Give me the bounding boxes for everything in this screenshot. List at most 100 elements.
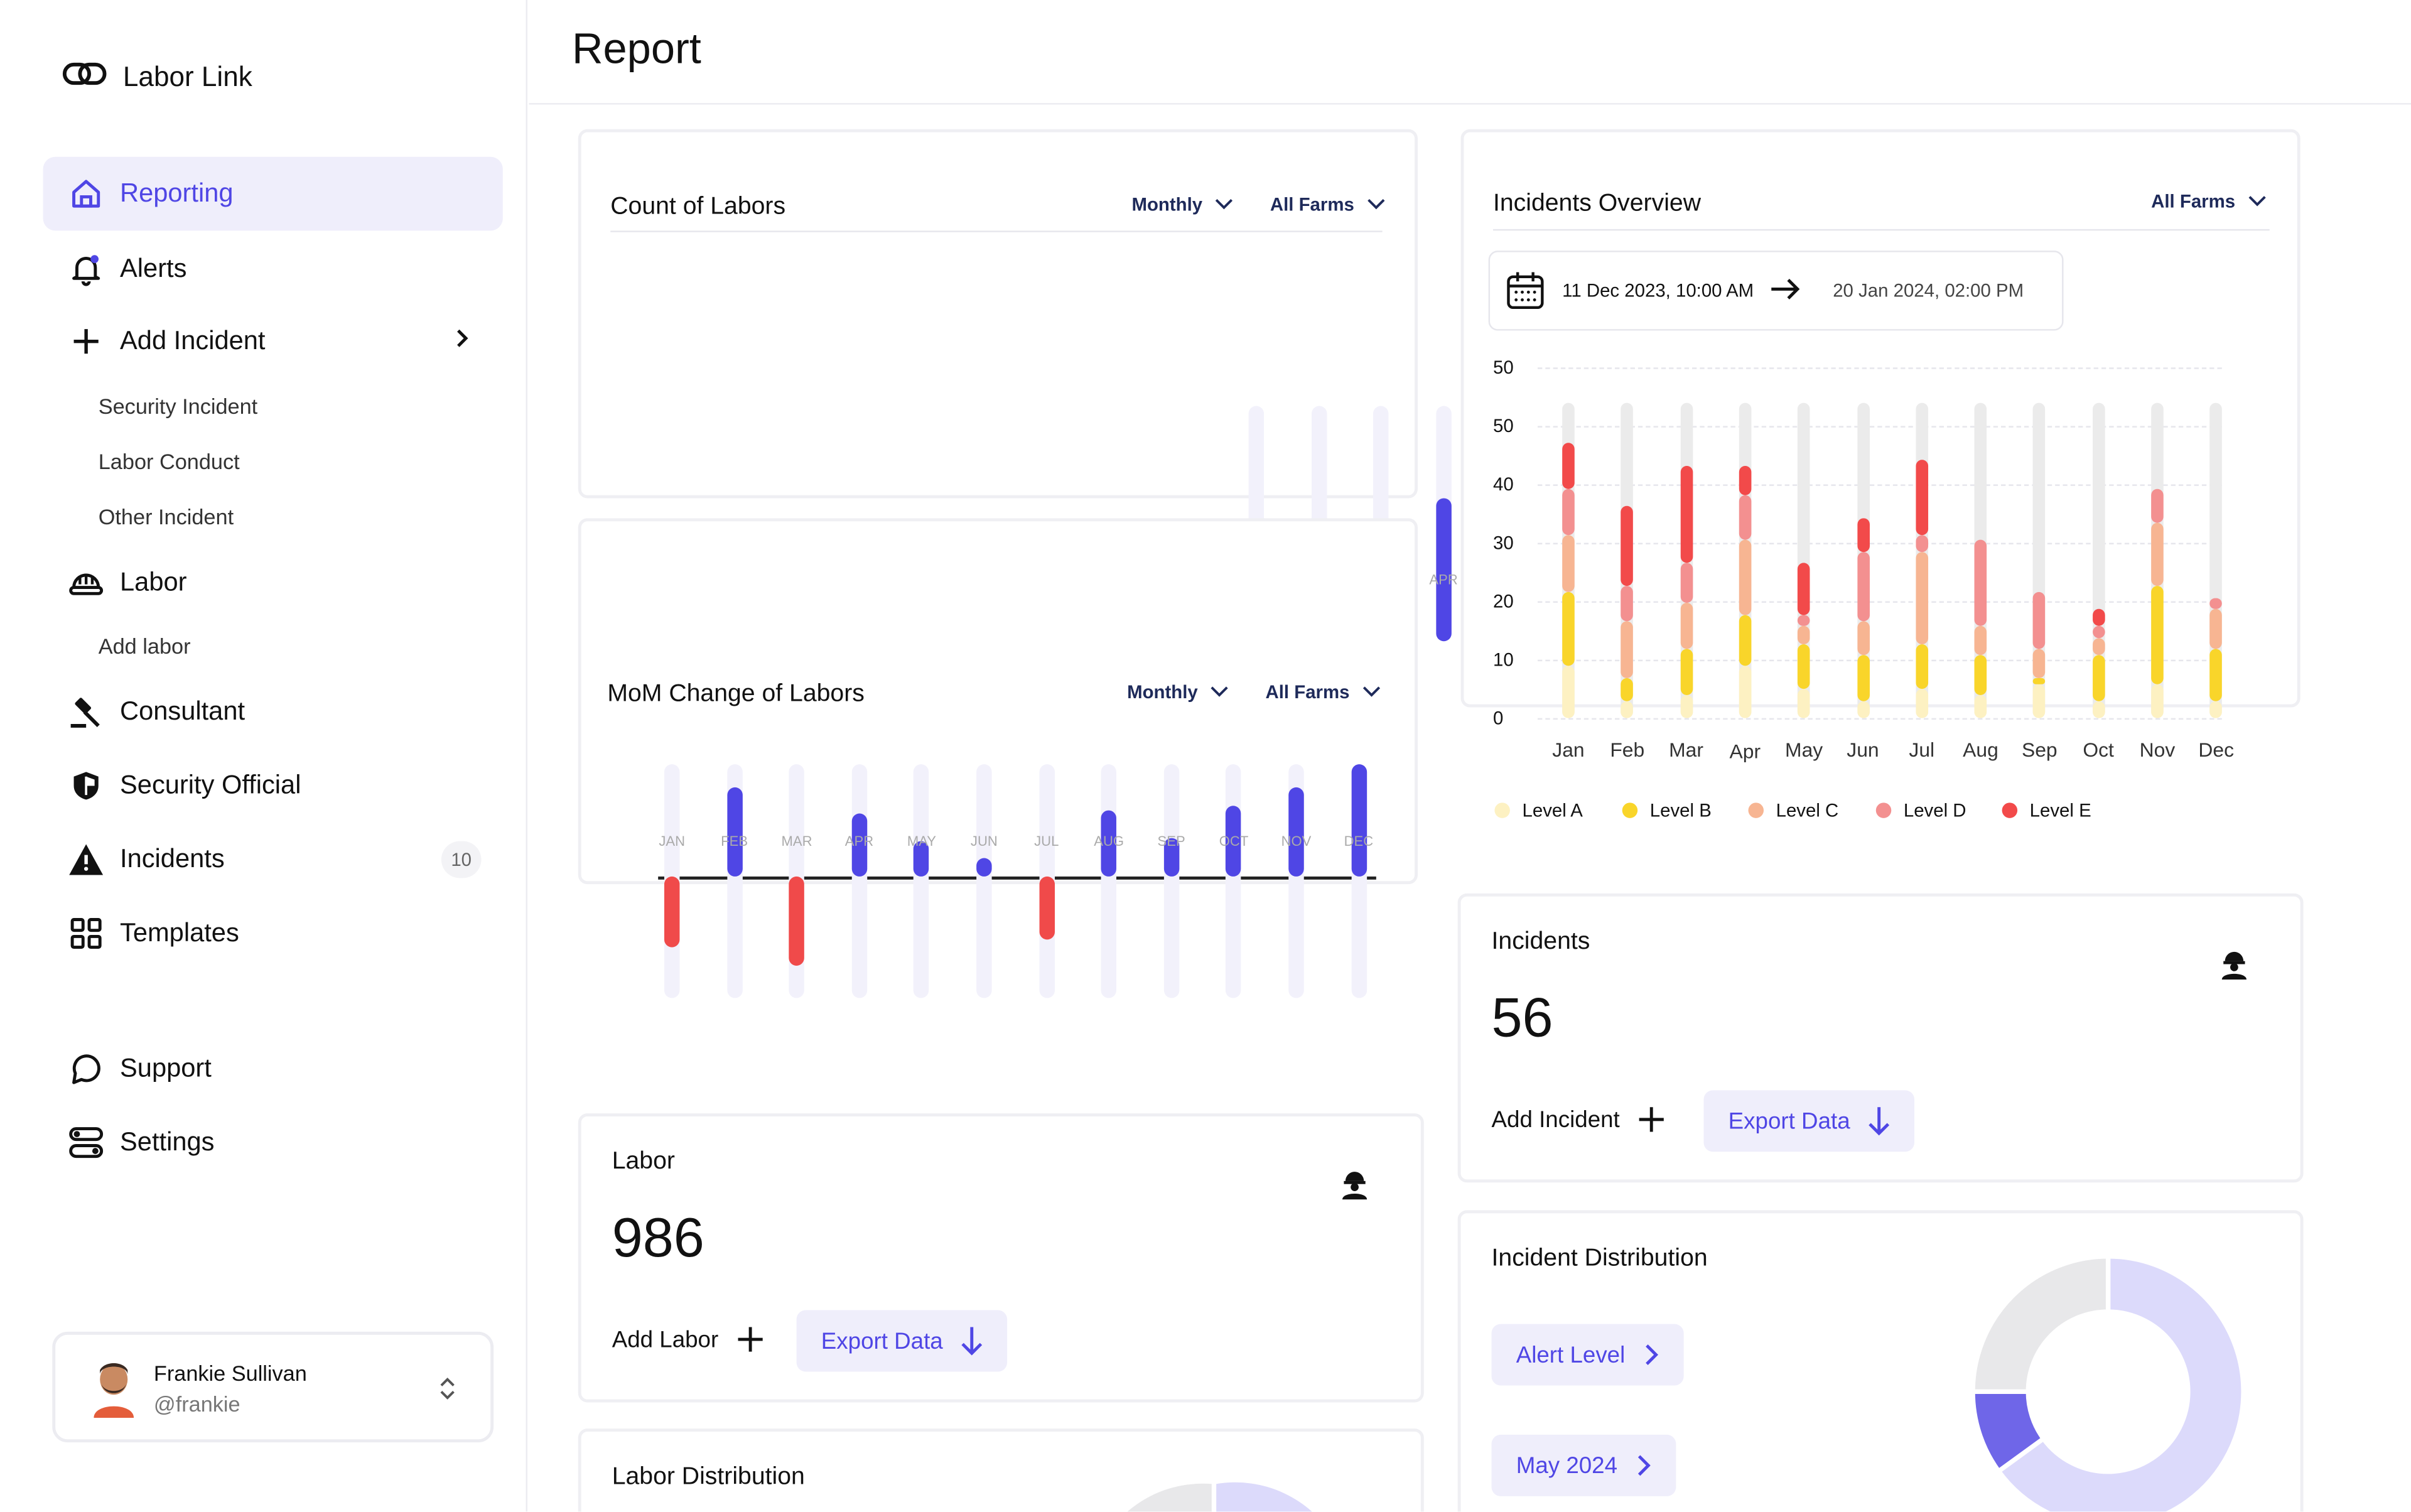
logo[interactable]: Labor Link [62,58,252,97]
overview-legend-item: Level C [1748,799,1838,821]
mom-bar-track [851,764,867,998]
mom-period-dropdown[interactable]: Monthly [1127,681,1229,703]
overview-bar-segment [1621,505,1634,586]
mom-bar-track [976,764,992,998]
alert-level-filter[interactable]: Alert Level [1491,1324,1684,1386]
overview-bar-segment [1562,591,1575,667]
add-labor-button[interactable]: Add Labor [612,1326,765,1353]
labor-distribution-chart-preview [1127,1482,1312,1512]
overview-x-tick: Aug [1963,738,1998,762]
overview-bar-segment [1857,655,1869,701]
nav-other-incident[interactable]: Other Incident [98,504,234,529]
sidebar: Labor Link Reporting Alerts Add Incident… [0,0,528,1512]
mom-bar-track [914,764,930,998]
nav-security-official[interactable]: Security Official [43,749,503,823]
mom-bar-track [1226,764,1242,998]
nav-labor-conduct[interactable]: Labor Conduct [98,449,240,474]
date-range-picker[interactable]: 11 Dec 2023, 10:00 AM 20 Jan 2024, 02:00… [1488,251,2064,331]
worker-icon [2217,948,2251,989]
donut-svg [1970,1254,2246,1512]
add-incident-button[interactable]: Add Incident [1492,1106,1666,1133]
overview-bar-segment [1562,443,1575,489]
overview-gridline [1538,659,2222,662]
overview-y-tick: 30 [1492,532,1514,554]
date-from: 11 Dec 2023, 10:00 AM [1562,279,1754,302]
nav-templates[interactable]: Templates [43,897,503,971]
overview-bar-segment [1680,603,1693,650]
legend-label: Level A [1522,799,1583,821]
overview-bar-segment [1857,701,1869,718]
user-card[interactable]: Frankie Sullivan @frankie [52,1331,494,1443]
mom-bar-label: APR [844,833,874,849]
chevron-up-down-icon[interactable] [438,1374,456,1410]
overview-bar-segment [2092,701,2105,718]
header-divider [529,103,2411,105]
overview-y-tick: 50 [1492,415,1514,437]
overview-bar-segment [1915,689,1928,718]
mom-period-label: Monthly [1127,681,1198,703]
nav-add-labor[interactable]: Add labor [98,633,191,659]
overview-y-tick: 50 [1492,357,1514,379]
mom-bar-negative [664,876,680,948]
mom-farm-dropdown[interactable]: All Farms [1266,681,1381,703]
nav-consultant[interactable]: Consultant [43,675,503,749]
labor-export-button[interactable]: Export Data [796,1310,1008,1372]
nav-alerts[interactable]: Alerts [43,232,503,306]
overview-gridline [1538,601,2222,603]
alert-level-label: Alert Level [1516,1341,1626,1368]
overview-bar-segment [2092,626,2105,638]
mom-bar-positive [976,858,992,877]
nav-security-incident[interactable]: Security Incident [98,393,258,419]
count-divider [610,230,1383,232]
nav-add-incident-label: Add Incident [120,326,266,355]
incidents-count-badge: 10 [441,841,482,878]
month-filter-label: May 2024 [1516,1452,1618,1479]
incidents-export-button[interactable]: Export Data [1703,1090,1915,1152]
nav-settings[interactable]: Settings [43,1106,503,1180]
overview-bar-segment [1680,466,1693,564]
overview-bar-segment [2151,683,2164,718]
overview-bar-segment [1621,620,1634,678]
overview-bar-segment [2033,591,2046,650]
chevron-down-icon [1362,686,1380,697]
overview-bar-segment [1974,655,1987,696]
gavel-icon [68,693,105,730]
month-filter[interactable]: May 2024 [1491,1434,1676,1496]
plus-icon [738,1327,763,1352]
count-farm-dropdown[interactable]: All Farms [1270,194,1385,215]
count-period-dropdown[interactable]: Monthly [1131,194,1233,215]
mom-bar-label: JAN [659,833,686,849]
legend-label: Level E [2029,799,2091,821]
mom-bar-negative [1038,876,1055,939]
overview-bar-segment [1974,626,1987,656]
bell-icon [68,251,105,288]
overview-x-tick: Feb [1610,738,1645,762]
mom-bar-label: AUG [1094,833,1125,849]
mom-bar-positive [1163,837,1179,877]
app-name: Labor Link [122,61,252,92]
overview-bar-segment [1915,460,1928,535]
incidents-overview-card: Incidents Overview All Farms [1460,129,2300,708]
overview-x-tick: May [1785,738,1823,762]
nav-reporting-label: Reporting [120,178,234,208]
nav-labor[interactable]: Labor [43,546,503,620]
warning-icon [68,841,105,878]
overview-gridline [1538,426,2222,428]
nav-add-incident[interactable]: Add Incident [43,305,503,379]
overview-bar-segment [1562,489,1575,535]
overview-bar-segment [1739,540,1752,615]
home-icon [68,175,105,212]
overview-x-tick: Jun [1847,738,1879,762]
calendar-icon [1506,271,1546,318]
nav-incidents-label: Incidents [120,844,225,874]
overview-legend-item: Level D [1875,799,1966,821]
nav-incidents[interactable]: Incidents 10 [43,823,503,897]
overview-bar-segment [1739,666,1752,718]
shield-icon [68,767,105,804]
incidents-kpi-label: Incidents [1491,929,1590,955]
overview-farm-dropdown[interactable]: All Farms [2151,191,2266,212]
nav-support[interactable]: Support [43,1032,503,1106]
nav-reporting[interactable]: Reporting [43,156,503,231]
mom-bar-label: OCT [1219,833,1249,849]
